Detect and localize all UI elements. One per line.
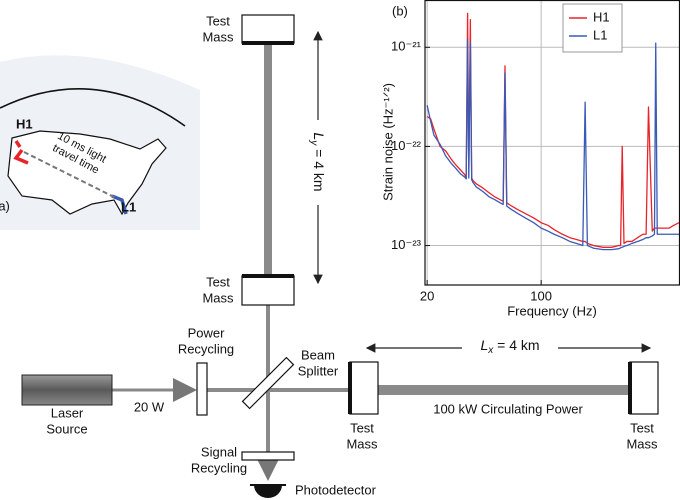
label: Test <box>630 420 654 435</box>
plot-lines <box>426 12 680 251</box>
x-tick-label: 100 <box>530 288 552 303</box>
legend-label: H1 <box>593 9 610 24</box>
photodetector <box>254 485 282 498</box>
laser <box>21 374 113 406</box>
label: 20 W <box>134 399 165 414</box>
panel-label: (a) <box>0 198 10 213</box>
label: Test <box>206 13 230 28</box>
label: Photodetector <box>295 482 377 497</box>
legend-box <box>562 3 623 53</box>
baseline-path <box>23 151 117 199</box>
panel-label: (b) <box>392 3 408 18</box>
legend-label: L1 <box>593 27 607 42</box>
labels: Test Mass Test Mass Beam Splitter Power … <box>46 13 658 497</box>
x-tick-label: 20 <box>420 288 434 303</box>
test-mass <box>241 14 295 44</box>
test-mass <box>349 361 379 415</box>
signal-recycling-mirror <box>241 451 295 461</box>
noise-chart: (b) Frequency (Hz) Strain noise (Hz⁻¹ᐟ²)… <box>380 0 680 318</box>
label: Splitter <box>298 363 339 378</box>
plot-frame <box>424 0 680 286</box>
subscript: x <box>487 345 494 356</box>
length: = 4 km <box>311 145 327 191</box>
y-axis-label: Strain noise (Hz⁻¹ᐟ²) <box>380 83 395 201</box>
label: Source <box>46 421 87 436</box>
label: Mass <box>346 436 378 451</box>
l1-site <box>111 194 128 215</box>
symbol: L <box>311 132 327 140</box>
symbol: L <box>480 337 488 353</box>
x-arm-beam <box>378 385 630 395</box>
label: Power <box>188 325 226 340</box>
h1-arm <box>14 140 22 148</box>
label: Test <box>350 420 374 435</box>
beam-splitter <box>241 356 295 410</box>
arm-length: Ly = 4 km <box>308 132 327 191</box>
length: = 4 km <box>493 337 539 353</box>
map: H1 L1 10 ms light travel time (a) <box>0 55 200 231</box>
optics <box>21 14 659 498</box>
us-outline <box>7 130 167 216</box>
label: Mass <box>202 29 234 44</box>
series-line <box>426 38 679 251</box>
dimension-arrows: Ly = 4 km Lx = 4 km <box>308 30 652 356</box>
label: Recycling <box>191 460 247 475</box>
site-label: H1 <box>16 116 33 131</box>
h1-site <box>13 148 29 165</box>
power-recycling-mirror <box>196 362 208 416</box>
y-arm-beam <box>264 44 272 275</box>
x-axis-label: Frequency (Hz) <box>507 303 597 318</box>
test-mass <box>241 275 295 306</box>
label: Mass <box>626 436 658 451</box>
label: Recycling <box>178 341 234 356</box>
series-line <box>426 12 680 248</box>
subscript: y <box>308 139 319 146</box>
label: 100 kW Circulating Power <box>433 401 583 416</box>
test-mass <box>629 361 659 415</box>
label: Test <box>206 274 230 289</box>
y-tick-label: 10⁻²² <box>391 138 422 153</box>
label: Mass <box>202 290 234 305</box>
label: Laser <box>51 405 84 420</box>
label: Signal <box>201 444 237 459</box>
horizon <box>0 88 186 127</box>
y-tick-label: 10⁻²¹ <box>391 39 422 54</box>
arm-length: Lx = 4 km <box>480 337 539 356</box>
x-beam <box>207 388 350 392</box>
label: Beam <box>301 347 335 362</box>
site-label: L1 <box>121 199 136 214</box>
y-tick-label: 10⁻²³ <box>391 237 422 252</box>
